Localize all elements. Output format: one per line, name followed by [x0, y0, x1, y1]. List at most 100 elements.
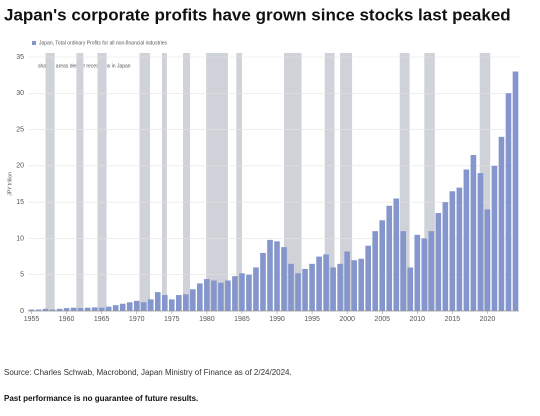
- bar: [105, 306, 112, 311]
- bar: [49, 309, 56, 311]
- bar: [463, 169, 470, 311]
- source: Source: Charles Schwab, Macrobond, Japan…: [4, 368, 292, 377]
- bar: [239, 273, 245, 311]
- bar: [435, 213, 442, 311]
- bar: [393, 198, 400, 311]
- bar: [70, 307, 77, 311]
- recession-band: [206, 53, 228, 311]
- bar: [505, 93, 512, 312]
- bar: [365, 245, 371, 311]
- x-tick-label: 1955: [24, 316, 40, 323]
- bar: [267, 239, 273, 311]
- bar: [281, 247, 287, 311]
- recession-band: [45, 53, 55, 311]
- recession-band: [340, 53, 353, 311]
- x-tick-label: 2005: [374, 316, 390, 323]
- bar: [35, 309, 42, 311]
- bar: [204, 279, 210, 311]
- bar: [260, 252, 266, 311]
- bar: [302, 268, 308, 311]
- y-tick-label: 10: [16, 235, 24, 242]
- legend-label: Japan, Total ordinary Profits for all no…: [39, 40, 168, 46]
- y-tick-label: 25: [16, 126, 24, 133]
- bar: [218, 282, 224, 311]
- bar: [386, 205, 393, 311]
- x-tick-label: 1985: [234, 316, 250, 323]
- bar: [225, 280, 231, 311]
- bar: [400, 231, 407, 311]
- bar: [372, 231, 379, 311]
- x-tick-label: 1975: [164, 316, 180, 323]
- bar: [470, 154, 477, 311]
- bar: [42, 308, 49, 311]
- bar: [323, 254, 329, 311]
- bar: [161, 295, 168, 311]
- bar: [358, 258, 364, 311]
- bar: [428, 231, 435, 311]
- y-axis-label: JPY trillion: [7, 172, 13, 196]
- bar: [56, 308, 63, 311]
- y-tick-label: 0: [20, 308, 24, 315]
- recession-band: [97, 53, 107, 311]
- x-tick-label: 2010: [410, 316, 426, 323]
- bar: [316, 256, 322, 311]
- bar: [274, 241, 280, 311]
- bar: [91, 307, 98, 311]
- disclaimer: Past performance is no guarantee of futu…: [4, 394, 198, 403]
- bar: [77, 308, 84, 311]
- bar: [330, 267, 336, 311]
- x-tick-label: 2000: [339, 316, 355, 323]
- bar: [126, 302, 133, 311]
- recession-band: [399, 53, 410, 311]
- bar: [154, 292, 161, 311]
- recession-band: [479, 53, 491, 311]
- recession-band: [139, 53, 151, 311]
- y-tick-label: 20: [16, 163, 24, 170]
- x-tick-label: 1990: [269, 316, 285, 323]
- bar: [176, 295, 182, 311]
- bar: [344, 251, 350, 311]
- recession-band: [424, 53, 435, 311]
- y-tick-label: 5: [20, 272, 24, 279]
- bar: [288, 263, 294, 311]
- bar: [211, 280, 217, 311]
- recession-band: [161, 53, 167, 311]
- bar: [337, 263, 343, 311]
- bar: [112, 305, 119, 311]
- recession-band: [236, 53, 242, 311]
- bar: [295, 273, 301, 311]
- bar: [456, 187, 463, 311]
- x-tick-label: 1965: [94, 316, 110, 323]
- bar: [309, 263, 315, 311]
- recession-band: [183, 53, 191, 311]
- bar: [84, 307, 91, 311]
- bar: [133, 300, 140, 311]
- bar: [351, 260, 357, 311]
- bar: [98, 307, 105, 311]
- recession-band: [284, 53, 302, 311]
- bar: [449, 191, 456, 311]
- bar: [407, 267, 414, 311]
- bar: [421, 238, 428, 311]
- x-tick-label: 2020: [480, 316, 496, 323]
- x-tick-label: 1995: [304, 316, 320, 323]
- bar: [140, 302, 147, 311]
- x-tick-label: 2015: [445, 316, 461, 323]
- legend-swatch: [32, 41, 36, 45]
- bar: [484, 209, 491, 311]
- bar: [183, 294, 189, 311]
- bar: [147, 299, 154, 311]
- bar: [246, 274, 252, 311]
- bar: [379, 220, 386, 311]
- bar: [197, 283, 203, 311]
- bar: [28, 309, 35, 311]
- x-tick-label: 1980: [199, 316, 215, 323]
- recession-band: [324, 53, 335, 311]
- x-tick-label: 1970: [129, 316, 145, 323]
- bar: [253, 267, 259, 311]
- bar: [119, 303, 126, 311]
- bar: [232, 276, 238, 311]
- bar: [168, 299, 175, 311]
- chart-title: Japan's corporate profits have grown sin…: [4, 5, 511, 24]
